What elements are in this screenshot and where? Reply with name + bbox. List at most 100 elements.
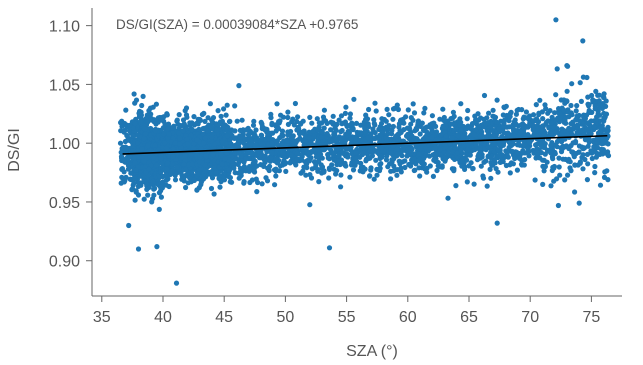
data-point (556, 164, 562, 170)
data-point (508, 133, 515, 139)
data-point (316, 120, 322, 126)
data-point (601, 110, 607, 116)
data-point (521, 162, 527, 168)
data-point (395, 138, 401, 144)
data-point (374, 172, 380, 178)
data-point (321, 117, 327, 123)
data-point (259, 124, 266, 130)
data-point (600, 151, 606, 157)
data-point (594, 139, 600, 145)
data-point (483, 120, 489, 127)
data-point (132, 100, 138, 106)
data-point (411, 110, 418, 116)
data-point (539, 109, 546, 115)
data-point (247, 141, 254, 147)
data-point (153, 151, 159, 157)
data-point (519, 107, 525, 113)
data-point (580, 152, 586, 158)
data-point (445, 195, 451, 201)
data-point (561, 107, 567, 113)
data-point (567, 165, 573, 171)
data-point (353, 150, 359, 156)
data-point (137, 173, 143, 179)
data-point (535, 126, 541, 132)
data-point (127, 154, 133, 160)
data-point (405, 107, 411, 113)
data-point (378, 145, 384, 151)
data-point (118, 149, 124, 155)
data-point (295, 114, 301, 120)
data-point (601, 174, 608, 180)
data-point (597, 182, 604, 188)
data-point (393, 134, 399, 140)
data-point (333, 171, 339, 177)
data-point (576, 200, 582, 206)
x-tick-label: 55 (338, 309, 356, 326)
data-point (329, 162, 335, 168)
data-point (288, 128, 294, 135)
data-point (166, 131, 172, 137)
y-tick-label: 1.10 (49, 19, 80, 36)
data-point (371, 176, 377, 182)
data-point (205, 128, 211, 134)
data-point (412, 128, 418, 134)
data-point (597, 129, 603, 135)
data-point (577, 160, 583, 166)
data-point (299, 157, 305, 163)
data-point (347, 115, 353, 121)
data-point (215, 108, 221, 114)
data-point (172, 172, 178, 178)
data-point (540, 181, 546, 187)
data-point (211, 158, 217, 164)
data-point (592, 163, 598, 170)
data-point (574, 103, 580, 109)
data-point (139, 146, 145, 152)
data-point (226, 119, 233, 125)
data-point (216, 175, 222, 182)
data-point (264, 149, 270, 155)
data-point (306, 158, 312, 164)
data-point (202, 168, 208, 174)
data-point (362, 125, 368, 131)
data-point (321, 125, 327, 131)
data-point (339, 135, 346, 141)
data-point (199, 111, 205, 118)
data-point (391, 168, 397, 174)
data-point (289, 119, 295, 125)
data-point (176, 130, 182, 136)
data-point (565, 172, 571, 178)
data-point (540, 116, 546, 122)
data-point (517, 155, 523, 161)
data-point (358, 164, 364, 170)
data-point (512, 155, 518, 162)
data-point (183, 184, 189, 191)
data-point (442, 156, 449, 162)
data-point (135, 183, 141, 189)
y-axis-title: DS/GI (6, 128, 23, 172)
data-point (474, 157, 481, 163)
data-point (486, 110, 492, 116)
data-point (162, 140, 168, 146)
data-point (372, 100, 378, 106)
data-point (458, 101, 464, 107)
data-point (520, 148, 526, 154)
data-point (464, 126, 470, 132)
data-point (408, 163, 414, 169)
data-point (541, 131, 547, 137)
data-point (411, 167, 417, 174)
data-point (283, 168, 289, 174)
data-point (239, 117, 245, 123)
data-point (381, 116, 387, 123)
data-point (203, 153, 209, 159)
data-point (353, 120, 360, 126)
data-point (348, 136, 354, 142)
data-point (351, 96, 357, 102)
data-point (593, 88, 599, 94)
data-point (573, 108, 579, 114)
data-point (211, 165, 217, 171)
data-point (150, 104, 156, 110)
data-point (198, 179, 204, 185)
data-point (592, 106, 598, 112)
data-point (377, 125, 383, 131)
data-point (514, 167, 521, 173)
